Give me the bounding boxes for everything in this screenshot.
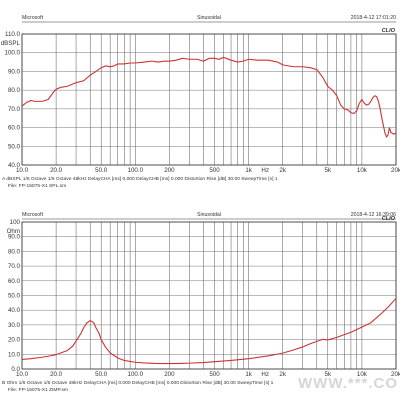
y-tick-label: 110.0 (5, 31, 21, 38)
x-tick-label: 500 (209, 167, 220, 174)
y-tick-label: 60.0 (8, 278, 21, 285)
x-tick-label: 20.0 (50, 167, 63, 174)
y-tick-label: 100 (10, 219, 21, 226)
x-tick-label: 100.0 (128, 167, 144, 174)
footer-settings: A dBSPL 1/6 Octave 1/6 Octave 48kHz Dela… (2, 176, 278, 182)
y-tick-label: 50.0 (8, 293, 21, 300)
x-tick-label: 1k (245, 371, 252, 378)
y-tick-label: 100.0 (5, 50, 21, 57)
y-tick-label: 20.0 (8, 337, 21, 344)
watermark: WWW.***.CO (298, 375, 398, 392)
x-tick-label: 500 (209, 371, 220, 378)
x-tick-label: 10k (357, 167, 368, 174)
brand-label: CLIO (382, 28, 396, 34)
series-line (21, 56, 397, 139)
x-tick-label: 5k (325, 167, 332, 174)
x-tick-label: 10k (357, 371, 368, 378)
header-left: Microsoft (22, 212, 44, 218)
x-tick-label: 5k (325, 371, 332, 378)
y-tick-label: 50.0 (8, 143, 21, 150)
x-tick-label: 10.0 (16, 371, 29, 378)
y-axis-label: dBSPL (1, 40, 21, 47)
x-tick-label: 100.0 (128, 371, 144, 378)
x-tick-label: 10.0 (16, 167, 29, 174)
y-tick-label: 70.0 (8, 263, 21, 270)
footer-file: File: FP-15075-X1 SPL.sm (8, 183, 66, 189)
x-tick-label: 50.0 (95, 167, 108, 174)
x-tick-label: 200 (164, 371, 175, 378)
x-tick-label: 50.0 (95, 371, 108, 378)
footer-file: File: FP-15075-X1 ZIMP.sm (8, 387, 68, 393)
x-tick-label: 1k (245, 167, 252, 174)
header-left: Microsoft (22, 15, 44, 21)
spl-chart: Microsoft Sinusoidal 2018-4-12 17:01:20 CLI… (1, 15, 400, 189)
plot-frame (21, 221, 397, 370)
header-right: 2018-4-12 17:01:20 (351, 15, 396, 21)
y-tick-label: 80.0 (8, 87, 21, 94)
x-tick-label: 20.0 (50, 371, 63, 378)
y-tick-label: 60.0 (8, 125, 21, 132)
y-tick-label: 10.0 (8, 351, 21, 358)
header-center: Sinusoidal (197, 212, 221, 218)
x-tick-label: 20k (391, 371, 400, 378)
brand-label: CLIO (382, 216, 396, 222)
x-tick-label: 2k (279, 371, 286, 378)
header-right: 2018-4-12 16:39:06 (351, 212, 396, 218)
y-tick-label: 0.0 (11, 366, 20, 373)
impedance-chart: Microsoft Sinusoidal 2018-4-12 16:39:06CLI… (2, 212, 400, 393)
y-tick-label: 40.0 (8, 162, 21, 169)
x-axis-unit: Hz (261, 167, 269, 174)
footer-settings: B Ohm 1/6 Octave 1/6 Octave 48kHz DelayC… (2, 380, 274, 386)
y-tick-label: 30.0 (8, 322, 21, 329)
x-tick-label: 200 (164, 167, 175, 174)
y-tick-label: 70.0 (8, 106, 21, 113)
x-axis-unit: Hz (261, 371, 269, 378)
y-axis-label: Ohm (7, 228, 20, 235)
x-tick-label: 20k (391, 167, 400, 174)
y-tick-label: 90.0 (8, 68, 21, 75)
y-tick-label: 80.0 (8, 248, 21, 255)
y-tick-label: 90.0 (8, 234, 21, 241)
y-tick-label: 40.0 (8, 307, 21, 314)
header-center: Sinusoidal (197, 15, 221, 21)
x-tick-label: 2k (279, 167, 286, 174)
series-line (21, 298, 397, 365)
plot-frame (21, 33, 397, 166)
